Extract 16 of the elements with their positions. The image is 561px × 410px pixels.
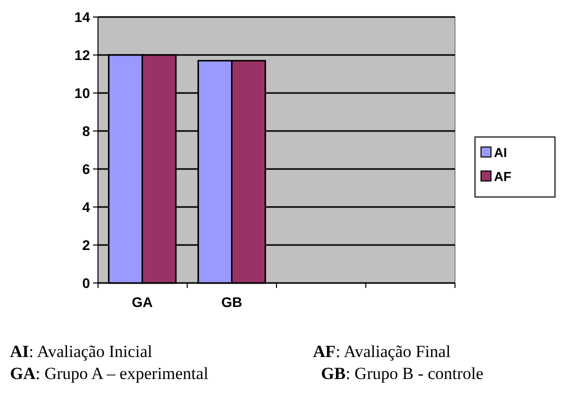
x-tick-label: GA	[132, 294, 153, 310]
y-tick-label: 0	[82, 274, 90, 291]
legend-label: AF	[494, 169, 512, 184]
text: AF: Avaliação Final	[313, 342, 451, 361]
legend-label: AI	[494, 145, 507, 160]
y-tick-label: 4	[82, 198, 90, 215]
text: GA: Grupo A – experimental	[10, 364, 209, 383]
y-tick-label: 12	[74, 46, 90, 63]
y-tick-label: 14	[74, 8, 90, 25]
y-tick-label: 2	[82, 236, 90, 253]
y-tick-label: 10	[74, 84, 90, 101]
text: AI: Avaliação Inicial	[10, 342, 153, 361]
x-tick-label: GB	[221, 294, 242, 310]
text: GB: Grupo B - controle	[321, 364, 484, 383]
y-tick-label: 8	[82, 122, 90, 139]
y-tick-label: 6	[82, 160, 90, 177]
